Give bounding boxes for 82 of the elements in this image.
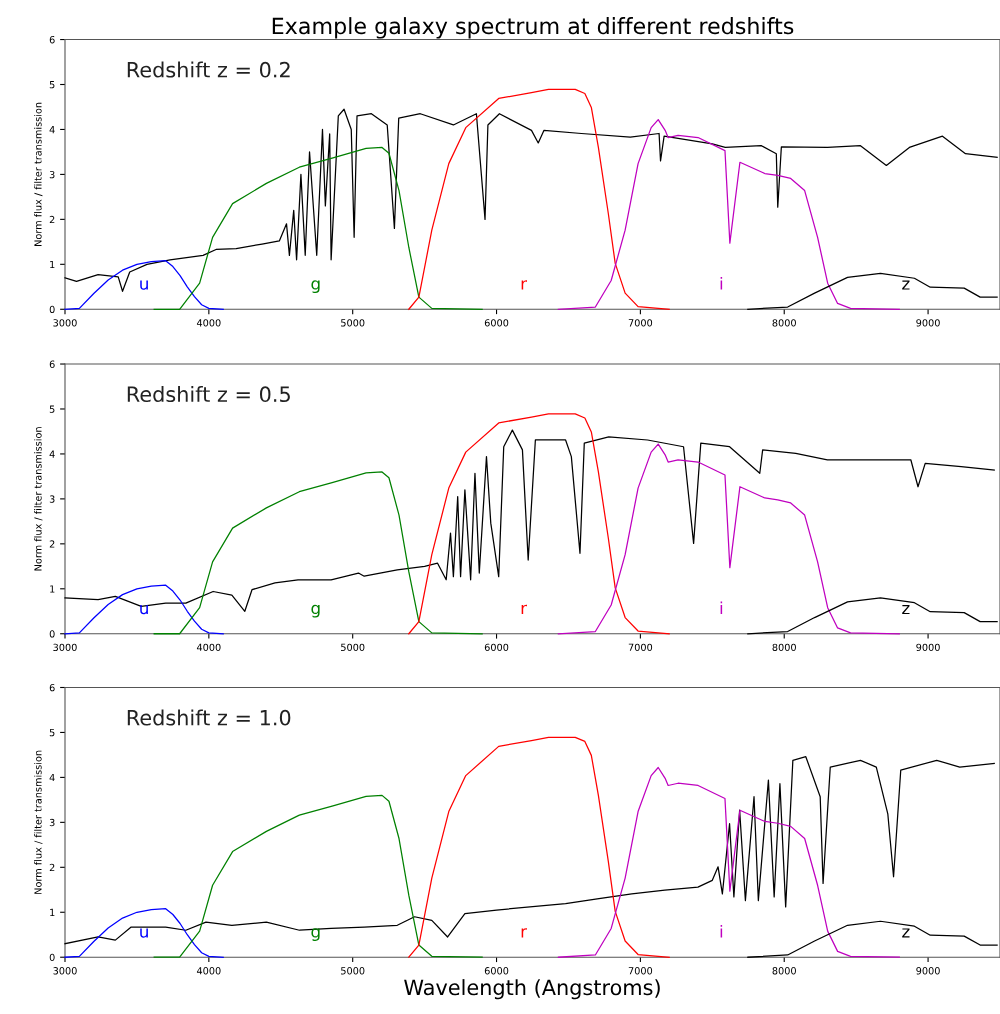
y-tick-label: 3: [49, 818, 55, 827]
x-tick-label: 7000: [628, 967, 653, 975]
text: r: [521, 928, 528, 938]
text: Redshift z = 1.0: [127, 709, 291, 726]
y-tick-label: 0: [49, 630, 55, 638]
text: g: [311, 280, 320, 294]
y-tick-label: 1: [50, 585, 55, 593]
y-tick-label: 1: [50, 908, 55, 916]
x-tick-label: 7000: [628, 643, 653, 651]
line-series: [747, 597, 998, 635]
x-tick-label: 3000: [53, 319, 77, 327]
line-series: [64, 584, 224, 635]
series-label: z: [902, 604, 910, 615]
text: Redshift z = 0.5: [127, 385, 290, 403]
y-tick-label: 5: [49, 405, 55, 413]
y-tick-label: 5: [49, 729, 55, 737]
line-series: [64, 756, 995, 945]
x-axis-title: Wavelength (Angstroms): [404, 979, 660, 1000]
y-tick-label: 2: [49, 863, 55, 871]
line-series: [557, 443, 900, 635]
series-label: z: [902, 928, 910, 938]
y-tick-label: 6: [49, 360, 55, 368]
line-series: [64, 908, 224, 958]
line-series: [747, 272, 998, 310]
y-tick-label: 4: [49, 450, 55, 458]
text: i: [720, 924, 723, 938]
y-axis-title: Norm flux / filter transmission: [34, 102, 43, 246]
x-tick-label: 5000: [341, 319, 365, 327]
y-tick-label: 1: [50, 260, 55, 269]
y-tick-label: 6: [49, 36, 55, 44]
y-tick-label: 3: [49, 170, 55, 179]
x-tick-label: 7000: [628, 319, 653, 327]
y-tick-label: 3: [49, 495, 55, 503]
line-series: [557, 766, 900, 958]
line-series: [64, 108, 998, 292]
line-series: [153, 794, 483, 958]
x-tick-label: 6000: [484, 643, 509, 651]
text: i: [720, 601, 723, 615]
line-series: [747, 920, 998, 958]
line-series: [153, 146, 483, 310]
x-tick-label: 9000: [916, 319, 940, 327]
x-tick-label: 4000: [196, 319, 221, 327]
y-axis-title: Norm flux / filter transmission: [34, 427, 43, 571]
x-tick-label: 5000: [341, 967, 365, 975]
x-tick-label: 9000: [916, 967, 940, 975]
x-tick-label: 5000: [341, 643, 365, 651]
y-tick-label: 5: [49, 81, 55, 89]
x-tick-label: 3000: [53, 967, 77, 975]
y-tick-label: 6: [49, 683, 55, 692]
y-tick-label: 2: [49, 215, 55, 224]
y-tick-label: 4: [49, 126, 55, 134]
chart-title: Example galaxy spectrum at different redshifts: [272, 17, 794, 39]
x-tick-label: 8000: [772, 967, 796, 975]
text: Redshift z = 0.2: [127, 61, 290, 78]
x-tick-label: 4000: [196, 643, 221, 651]
line-series: [408, 413, 670, 635]
line-series: [408, 88, 670, 310]
text: r: [521, 604, 528, 615]
y-tick-label: 2: [49, 540, 55, 548]
series-label: u: [140, 928, 148, 938]
x-tick-label: 4000: [196, 967, 221, 975]
series-label: u: [140, 604, 148, 615]
x-tick-label: 6000: [484, 319, 509, 327]
x-tick-label: 3000: [53, 643, 77, 651]
y-tick-label: 4: [49, 774, 55, 782]
y-tick-label: 0: [49, 305, 55, 314]
x-tick-label: 8000: [772, 319, 796, 327]
text: g: [311, 604, 320, 618]
text: r: [521, 280, 528, 290]
y-axis-title: Norm flux / filter transmission: [34, 750, 43, 894]
text: i: [720, 276, 723, 290]
text: g: [311, 928, 320, 942]
line-series: [64, 260, 224, 310]
x-tick-label: 9000: [916, 643, 940, 651]
line-series: [408, 736, 670, 958]
y-tick-label: 0: [49, 953, 55, 962]
line-series: [153, 471, 483, 635]
series-label: z: [902, 280, 910, 290]
line-series: [557, 118, 900, 310]
series-label: u: [140, 280, 148, 290]
x-tick-label: 8000: [772, 643, 796, 651]
x-tick-label: 6000: [484, 967, 509, 975]
